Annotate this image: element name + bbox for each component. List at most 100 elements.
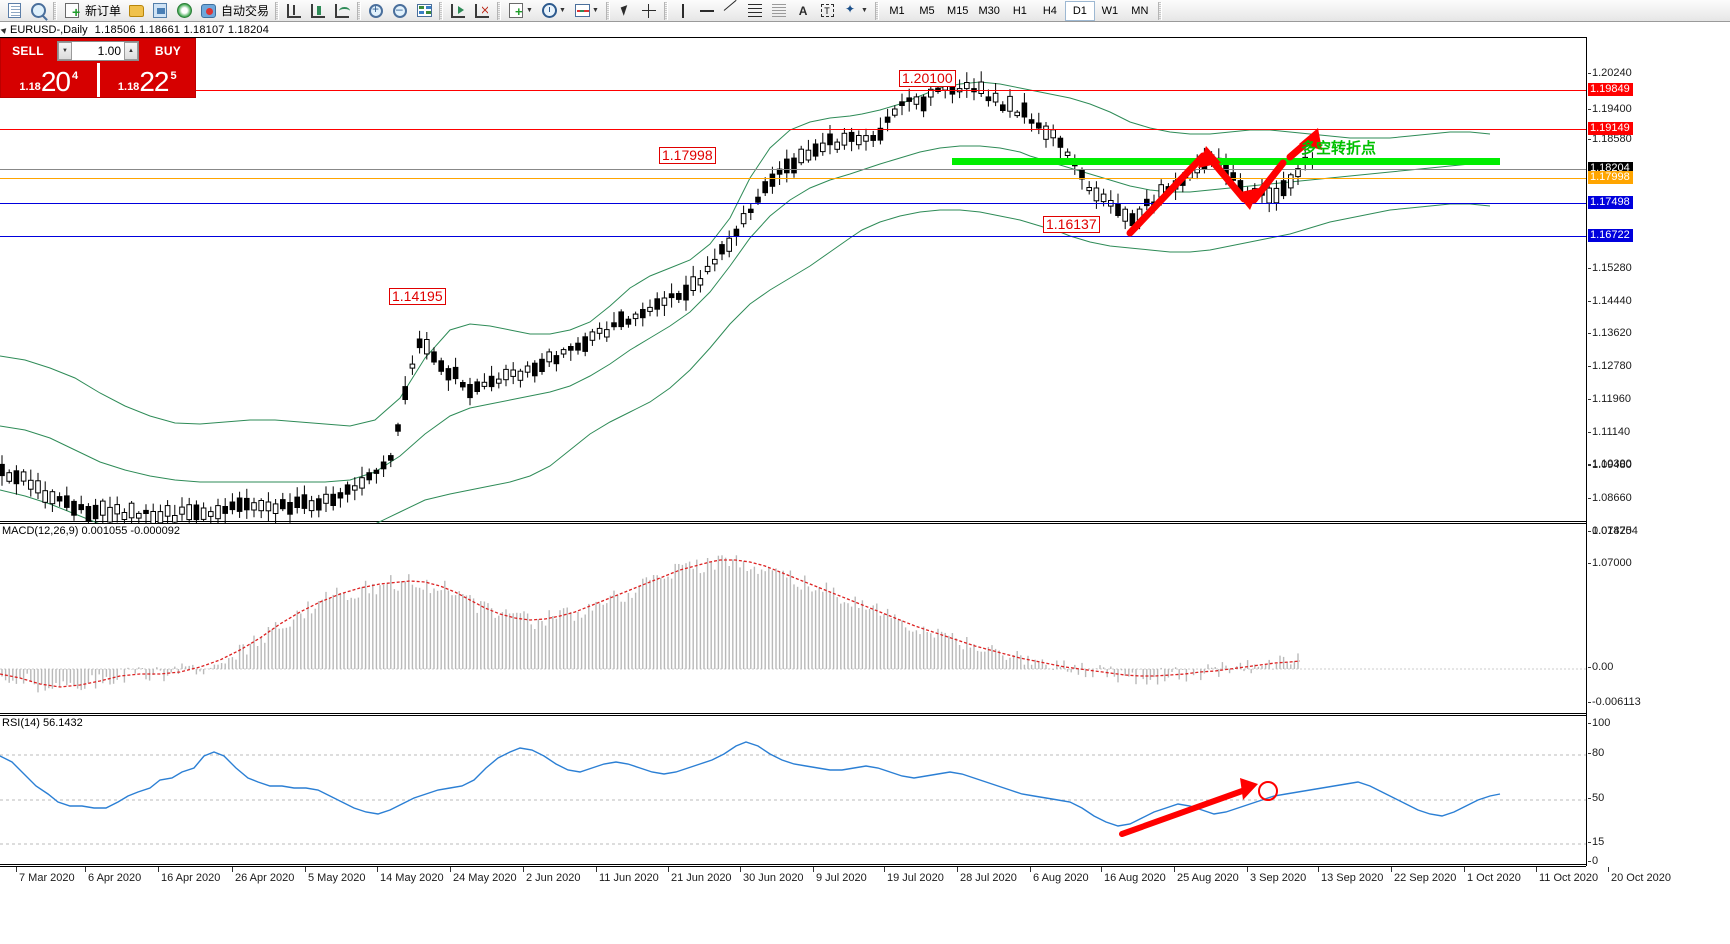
candle-body: [92, 504, 99, 520]
bollinger-upper-band: [0, 81, 1491, 427]
candle-body: [1180, 178, 1186, 186]
zoom-out-icon[interactable]: [389, 1, 411, 21]
expert-advisor-icon[interactable]: [125, 1, 147, 21]
new-chart-icon[interactable]: [3, 1, 25, 21]
buy-price[interactable]: 1.18 22 5: [100, 63, 196, 97]
turning-point-annotation[interactable]: 多空转折点: [1301, 139, 1377, 157]
candle-body: [611, 322, 617, 328]
price-tag-117498: 1.17498: [1588, 196, 1633, 209]
new-order-icon[interactable]: [61, 1, 83, 21]
trendline-icon[interactable]: [720, 1, 742, 21]
one-click-trading-panel[interactable]: SELL ▼ 1.00 ▲ BUY 1.18 20 4 1.18 22 5: [0, 38, 196, 98]
y-tick: 1.11140: [1587, 426, 1631, 438]
data-window-icon[interactable]: [413, 1, 435, 21]
vertical-line-icon[interactable]: [672, 1, 694, 21]
zoom-in-icon[interactable]: [365, 1, 387, 21]
timeframe-h1[interactable]: H1: [1012, 4, 1027, 17]
x-tick-label: 5 May 2020: [308, 872, 366, 884]
candle-body: [812, 143, 819, 157]
annotation-120100[interactable]: 1.20100: [899, 70, 956, 87]
chevron-down-icon[interactable]: ▼: [861, 7, 868, 14]
y-tick: 1.15280: [1588, 262, 1632, 274]
candlestick-series: [0, 71, 1316, 523]
rsi-pane[interactable]: RSI(14) 56.1432: [0, 715, 1586, 865]
sell-button[interactable]: SELL: [12, 44, 44, 58]
line-chart-icon[interactable]: [331, 1, 353, 21]
candle-body: [964, 82, 970, 90]
collapse-arrow-icon[interactable]: [0, 26, 9, 34]
cursor-tool-icon[interactable]: [614, 1, 636, 21]
macd-label: MACD(12,26,9) 0.001055 -0.000092: [2, 525, 180, 537]
annotation-114195[interactable]: 1.14195: [389, 288, 446, 305]
auto-trading-icon[interactable]: [197, 1, 219, 21]
x-tick-mark: [523, 867, 524, 872]
crosshair-tool-icon[interactable]: [638, 1, 660, 21]
annotation-116137[interactable]: 1.16137: [1043, 216, 1100, 233]
equidistant-channel-icon[interactable]: [768, 1, 790, 21]
rsi-chart-svg: [0, 741, 1586, 845]
timeframe-m5[interactable]: M5: [919, 4, 935, 17]
trade-panel-controls[interactable]: SELL ▼ 1.00 ▲ BUY: [1, 39, 195, 63]
volume-decrement-icon[interactable]: ▼: [58, 42, 72, 60]
new-order-label[interactable]: 新订单: [85, 4, 122, 18]
templates-icon[interactable]: [571, 1, 593, 21]
x-tick-mark: [1608, 867, 1609, 872]
sell-price[interactable]: 1.18 20 4: [1, 63, 97, 97]
candle-body: [467, 384, 473, 399]
chart-scrollbar[interactable]: [1720, 23, 1730, 37]
candle-body: [1007, 95, 1013, 112]
chart-shift-icon[interactable]: [471, 1, 493, 21]
candle-body: [719, 244, 725, 255]
timeframe-h4[interactable]: H4: [1042, 4, 1057, 17]
rsi-y-tick: 0: [1587, 855, 1599, 867]
candle-body: [791, 157, 797, 174]
candle-body: [863, 135, 869, 142]
annotation-117998[interactable]: 1.17998: [659, 147, 716, 164]
timeframe-mn[interactable]: MN: [1131, 4, 1149, 17]
volume-increment-icon[interactable]: ▲: [124, 42, 138, 60]
add-indicator-icon[interactable]: [505, 1, 527, 21]
shapes-icon[interactable]: [840, 1, 862, 21]
chart-area[interactable]: 1.20240 1.19400 1.18580 1.17760 1.16920 …: [0, 37, 1730, 944]
chevron-down-icon[interactable]: ▼: [559, 7, 566, 14]
candle-body: [510, 369, 516, 377]
profiles-icon[interactable]: [27, 1, 49, 21]
rsi-y-tick: 15: [1587, 836, 1605, 848]
timeframe-m30[interactable]: M30: [978, 4, 1000, 17]
metaeditor-icon[interactable]: [149, 1, 171, 21]
candle-body: [121, 512, 128, 520]
candle-body: [632, 313, 639, 320]
price-pane[interactable]: [0, 37, 1586, 523]
x-tick-mark: [1101, 867, 1102, 872]
timeframe-w1[interactable]: W1: [1101, 4, 1119, 17]
chevron-down-icon[interactable]: ▼: [526, 7, 533, 14]
bar-chart-icon[interactable]: [283, 1, 305, 21]
price-tag-117998: 1.17998: [1588, 171, 1633, 184]
auto-scroll-icon[interactable]: [447, 1, 469, 21]
x-tick-mark: [740, 867, 741, 872]
period-clock-icon[interactable]: [538, 1, 560, 21]
text-label-icon[interactable]: T: [816, 1, 838, 21]
signals-icon[interactable]: [173, 1, 195, 21]
candle-body: [661, 297, 668, 306]
buy-button[interactable]: BUY: [154, 44, 182, 58]
candle-body: [287, 502, 293, 515]
x-tick-mark: [596, 867, 597, 872]
volume-value[interactable]: 1.00: [97, 44, 121, 58]
x-tick-mark: [158, 867, 159, 872]
candle-body: [28, 479, 34, 490]
auto-trading-label[interactable]: 自动交易: [221, 4, 270, 18]
candle-body: [337, 492, 344, 499]
fibonacci-icon[interactable]: [744, 1, 766, 21]
time-axis[interactable]: 7 Mar 2020 6 Apr 2020 16 Apr 2020 26 Apr 20…: [0, 866, 1671, 890]
macd-pane[interactable]: MACD(12,26,9) 0.001055 -0.000092: [0, 523, 1586, 714]
text-tool-icon[interactable]: A: [798, 3, 808, 18]
timeframe-m1[interactable]: M1: [889, 4, 905, 17]
timeframe-m15[interactable]: M15: [947, 4, 969, 17]
volume-stepper[interactable]: ▼ 1.00 ▲: [57, 41, 139, 61]
candlestick-chart-icon[interactable]: [307, 1, 329, 21]
chevron-down-icon[interactable]: ▼: [592, 7, 599, 14]
timeframe-d1[interactable]: D1: [1064, 0, 1095, 21]
candle-body: [1273, 187, 1280, 204]
horizontal-line-icon[interactable]: [696, 1, 718, 21]
